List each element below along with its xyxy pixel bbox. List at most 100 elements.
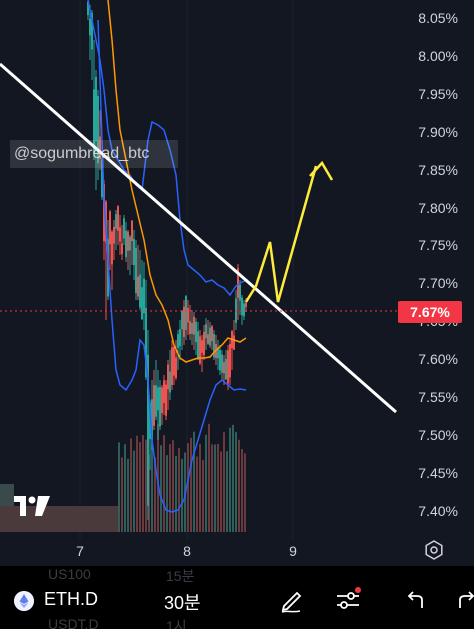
candle-body	[155, 385, 157, 417]
price-tick: 7.85%	[418, 162, 458, 178]
volume-bar	[142, 435, 144, 532]
ghost-text: USDT.D	[48, 616, 99, 629]
candle-body	[113, 226, 115, 244]
volume-bar	[151, 424, 153, 532]
candle-body	[187, 308, 189, 323]
interval-selector[interactable]: 30분	[164, 593, 201, 613]
candle-body	[109, 211, 111, 245]
candle-body	[191, 322, 193, 334]
candle-body	[153, 385, 155, 426]
candle-body	[241, 297, 243, 316]
volume-bar	[118, 442, 120, 532]
candle-body	[143, 278, 145, 314]
tradingview-logo	[14, 496, 50, 516]
indicator-settings-icon[interactable]	[334, 586, 362, 614]
volume-bar	[130, 438, 132, 532]
volume-bar	[139, 442, 141, 532]
time-tick: 7	[76, 543, 84, 559]
candle-body	[181, 310, 183, 330]
candle-body	[217, 347, 219, 359]
candle-body	[139, 274, 141, 308]
price-chart[interactable]	[0, 0, 474, 566]
candle-body	[239, 284, 241, 301]
candle-body	[227, 350, 229, 384]
candle-body	[229, 343, 231, 378]
candle-body	[127, 231, 129, 251]
descending-trendline	[0, 62, 397, 414]
candle-body	[205, 324, 207, 339]
volume-bar	[133, 450, 135, 532]
price-tick: 7.95%	[418, 86, 458, 102]
price-tick: 7.90%	[418, 124, 458, 140]
candle-body	[183, 306, 185, 337]
price-tick: 8.05%	[418, 10, 458, 26]
candle-body	[91, 13, 93, 50]
volume-bar	[214, 444, 216, 532]
candle-body	[147, 354, 149, 506]
volume-bar	[199, 443, 201, 532]
redo-icon[interactable]	[452, 586, 474, 614]
author-watermark: @sogumbread_btc	[10, 140, 178, 168]
candle-body	[151, 399, 153, 440]
candle-body	[171, 347, 173, 386]
candle-body	[243, 303, 245, 317]
moving-average-line	[107, 0, 247, 363]
candle-body	[115, 214, 117, 229]
candle-body	[237, 268, 239, 298]
candle-body	[179, 329, 181, 347]
bollinger-upper-band	[87, 0, 249, 297]
candle-body	[141, 287, 143, 320]
candle-body	[131, 220, 133, 242]
volume-bar	[223, 432, 225, 532]
volume-bar	[208, 423, 210, 532]
time-tick: 8	[183, 543, 191, 559]
volume-bar	[232, 424, 234, 532]
price-tick: 7.75%	[418, 237, 458, 253]
candle-body	[219, 350, 221, 371]
settings-icon[interactable]	[424, 540, 444, 560]
volume-bar	[160, 445, 162, 532]
candle-body	[175, 357, 177, 378]
candle-body	[225, 358, 227, 380]
symbol-selector[interactable]: ETH.D	[44, 589, 98, 609]
ethereum-icon[interactable]	[14, 591, 34, 611]
price-axis[interactable]: 8.05% 8.00% 7.95% 7.90% 7.85% 7.80% 7.75…	[398, 0, 474, 540]
volume-bar	[166, 455, 168, 532]
candle-body	[137, 276, 139, 297]
undo-icon[interactable]	[402, 586, 430, 614]
volume-bar	[196, 456, 198, 532]
volume-bar	[124, 444, 126, 532]
volume-bar	[178, 447, 180, 532]
volume-bar	[235, 432, 237, 532]
price-tick: 7.45%	[418, 465, 458, 481]
candle-body	[99, 136, 101, 160]
projection-path	[244, 165, 318, 303]
candle-body	[125, 230, 127, 258]
candle-body	[195, 321, 197, 343]
pen-icon[interactable]	[278, 586, 306, 614]
volume-bar	[163, 435, 165, 532]
volume-bar	[169, 444, 171, 532]
price-tick: 7.40%	[418, 503, 458, 519]
candle-body	[197, 331, 199, 360]
volume-bar	[136, 435, 138, 532]
projection-arrowhead	[309, 160, 334, 181]
price-tick: 7.70%	[418, 275, 458, 291]
volume-bar	[226, 451, 228, 532]
candle-body	[167, 364, 169, 390]
candle-body	[133, 239, 135, 266]
candle-body	[169, 371, 171, 393]
candle-body	[211, 326, 213, 342]
candle-body	[221, 354, 223, 373]
candle-body	[121, 243, 123, 255]
volume-bar	[181, 458, 183, 532]
candle-body	[117, 206, 119, 231]
volume-bar	[172, 440, 174, 532]
candle-body	[87, 1, 89, 16]
candle-body	[95, 76, 97, 142]
chart-area[interactable]: @sogumbread_btc 8.05% 8.00% 7.95% 7.90% …	[0, 0, 474, 566]
candle-body	[199, 336, 201, 364]
volume-bar	[190, 437, 192, 532]
candle-body	[119, 227, 121, 242]
bollinger-lower-band	[97, 19, 247, 513]
